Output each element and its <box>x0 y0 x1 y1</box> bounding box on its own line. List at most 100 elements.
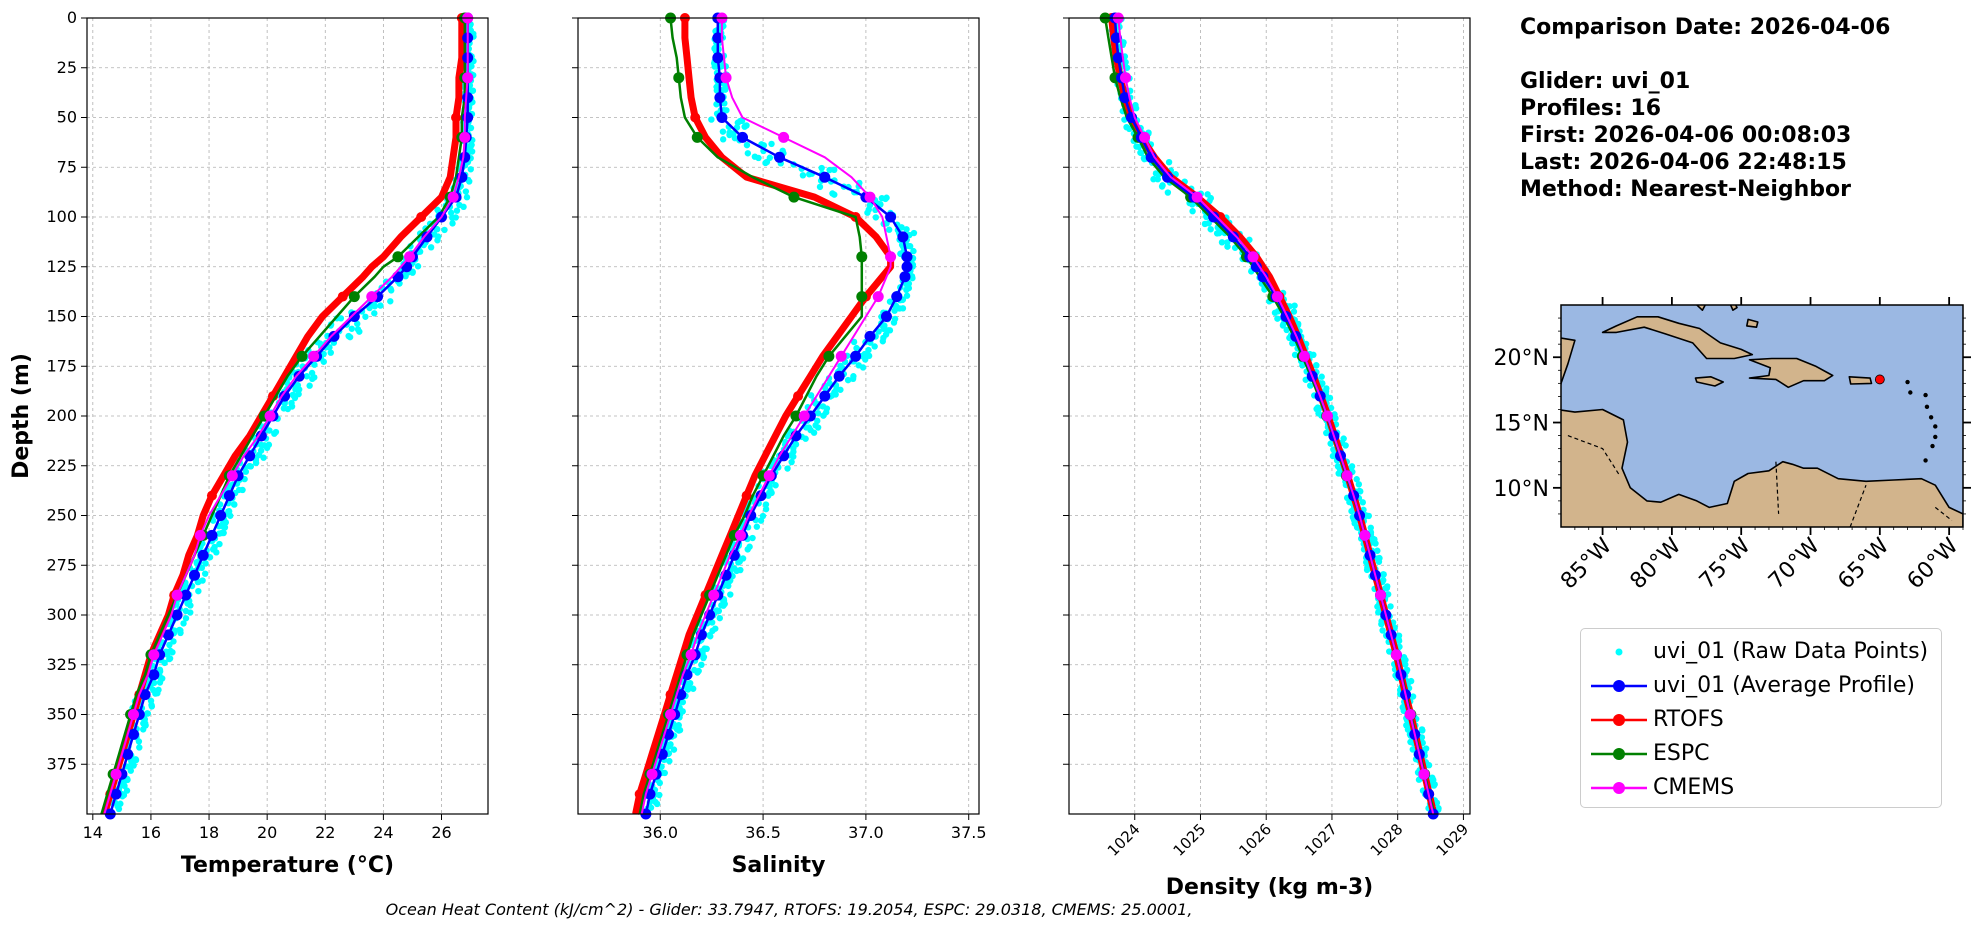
raw-data-point <box>656 791 663 799</box>
raw-data-point <box>673 726 681 733</box>
raw-data-point <box>1384 583 1391 590</box>
cmems-profile-point <box>308 350 320 362</box>
raw-data-point <box>891 307 898 314</box>
raw-data-point <box>121 782 128 790</box>
raw-data-point <box>1310 351 1317 359</box>
raw-data-point <box>120 791 128 799</box>
rtofs-profile-point <box>416 212 427 222</box>
raw-data-point <box>735 559 742 566</box>
raw-data-point <box>182 615 190 622</box>
raw-data-point <box>1158 183 1166 190</box>
raw-data-point <box>272 428 280 436</box>
raw-data-point <box>441 226 448 234</box>
y-tick-label: 325 <box>46 655 77 674</box>
lon-tick-label: 60°W <box>1903 533 1964 594</box>
raw-data-point <box>826 166 833 174</box>
espc-profile-point <box>856 251 868 263</box>
y-tick-label: 75 <box>57 157 77 176</box>
raw-data-point <box>1324 394 1332 402</box>
raw-data-point <box>1135 143 1143 151</box>
raw-data-point <box>689 685 697 692</box>
cmems-profile-point <box>1418 768 1430 780</box>
raw-data-point <box>886 327 894 334</box>
cmems-profile-point <box>1375 589 1387 601</box>
raw-data-point <box>707 633 714 640</box>
raw-data-point <box>1379 627 1386 634</box>
average-profile-point <box>255 430 267 442</box>
average-profile-point <box>774 151 786 163</box>
raw-data-point <box>327 349 334 356</box>
espc-profile-point <box>790 410 802 422</box>
raw-data-point <box>885 226 893 233</box>
raw-data-point <box>1430 782 1438 789</box>
espc-profile-point <box>691 131 703 143</box>
average-profile-point <box>712 52 724 64</box>
raw-data-point <box>1283 326 1290 334</box>
raw-data-point <box>161 659 168 667</box>
raw-data-point <box>227 512 234 519</box>
raw-data-point <box>235 486 243 494</box>
raw-data-point <box>1433 799 1441 807</box>
raw-data-point <box>1150 176 1157 183</box>
south-central-america <box>1561 337 1963 527</box>
raw-data-point <box>816 183 824 191</box>
raw-data-point <box>1359 499 1367 506</box>
average-profile-point <box>459 151 471 163</box>
raw-data-point <box>306 382 313 389</box>
raw-data-point <box>354 326 362 333</box>
raw-data-point <box>371 303 379 310</box>
average-profile-point <box>348 311 360 322</box>
small-island <box>1928 415 1934 420</box>
raw-data-point <box>289 391 297 399</box>
y-tick-label: 225 <box>46 456 77 475</box>
small-island <box>1930 443 1935 449</box>
average-profile-point <box>712 32 724 44</box>
raw-data-point <box>733 567 740 575</box>
raw-data-point <box>700 654 707 662</box>
average-profile-point <box>139 689 151 701</box>
legend-marker-rtofs <box>1591 714 1647 726</box>
raw-data-point <box>731 134 739 142</box>
raw-data-point <box>184 600 191 607</box>
bahamas-island <box>1746 318 1759 329</box>
raw-data-point <box>755 154 762 162</box>
raw-data-point <box>736 117 744 125</box>
cmems-profile-point <box>1390 649 1402 661</box>
raw-data-point <box>371 310 378 317</box>
raw-data-point <box>698 661 705 669</box>
raw-data-point <box>140 726 147 733</box>
raw-data-point <box>749 534 756 542</box>
raw-data-point <box>652 798 659 806</box>
raw-data-point <box>831 166 838 174</box>
raw-data-point <box>462 188 470 195</box>
raw-data-point <box>252 459 260 467</box>
average-profile-point <box>897 231 909 243</box>
raw-data-point <box>201 570 209 577</box>
raw-data-point <box>402 272 409 280</box>
cmems-profile-point <box>708 589 720 601</box>
cmems-profile-point <box>763 470 775 482</box>
ocean-heat-content-footer: Ocean Heat Content (kJ/cm^2) - Glider: 3… <box>385 900 1193 919</box>
rtofs-profile-point <box>337 291 348 302</box>
average-profile-point <box>189 569 201 581</box>
small-island <box>1923 392 1928 398</box>
raw-data-point <box>910 247 917 255</box>
average-profile-point <box>279 390 291 402</box>
y-tick-label: 125 <box>46 257 77 276</box>
raw-data-point <box>799 172 807 179</box>
x-tick-label: 36.5 <box>745 823 781 842</box>
raw-data-point <box>1367 524 1374 531</box>
raw-data-point <box>713 87 721 94</box>
average-profile-point <box>716 112 728 123</box>
cmems-profile-point <box>1139 131 1151 143</box>
raw-data-point <box>1386 648 1393 655</box>
raw-data-point <box>744 150 752 157</box>
raw-data-point <box>348 325 356 332</box>
cmems-profile-point <box>665 709 677 720</box>
raw-data-point <box>1409 693 1417 700</box>
rtofs-profile-point <box>741 490 752 501</box>
raw-data-point <box>309 375 316 383</box>
small-island <box>1933 434 1938 440</box>
legend-item-cmems: CMEMS <box>1581 771 1941 805</box>
average-profile-point <box>819 171 831 183</box>
